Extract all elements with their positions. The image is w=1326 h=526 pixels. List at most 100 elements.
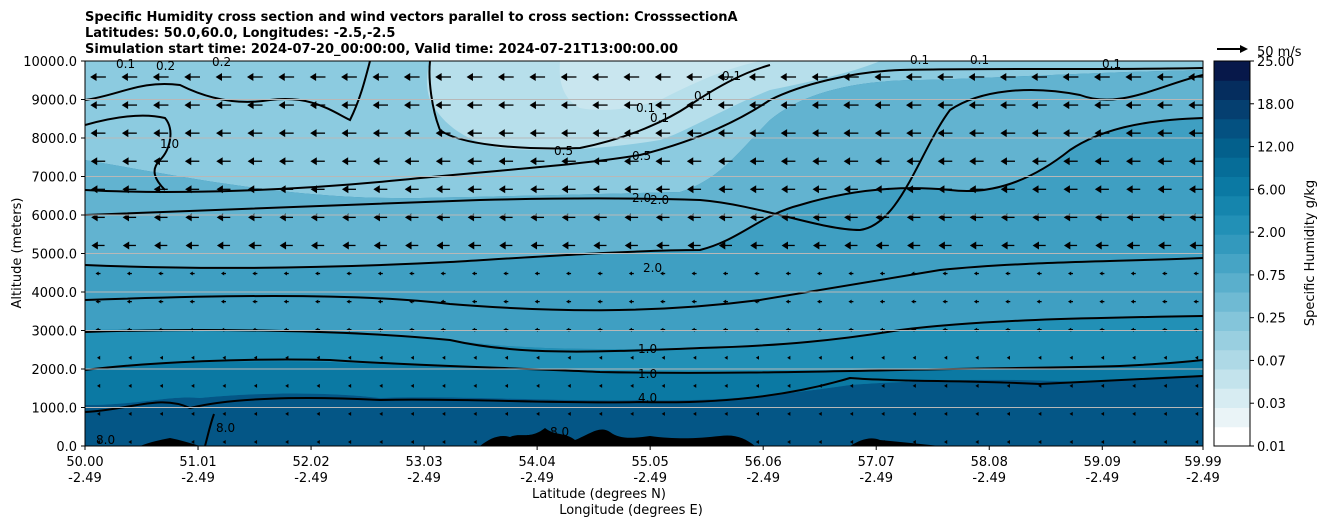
wind-vector-283 <box>1068 271 1074 276</box>
x-tick-label-lat-5: 55.05 <box>632 455 669 470</box>
wind-vector-37 <box>121 101 138 110</box>
wind-vector-416 <box>724 383 728 388</box>
colorbar-level-9 <box>1214 253 1250 274</box>
wind-vector-244 <box>969 241 983 250</box>
wind-vector-94 <box>780 129 796 138</box>
wind-vector-408 <box>473 383 477 388</box>
wind-vector-107 <box>1188 129 1203 138</box>
wind-vector-383 <box>818 355 822 360</box>
wind-vector-415 <box>693 383 697 388</box>
wind-vector-393 <box>1132 355 1136 360</box>
wind-vector-293 <box>252 299 258 304</box>
wind-vector-125 <box>624 157 639 166</box>
x-tick-label-lat-0: 50.00 <box>66 455 103 470</box>
wind-vector-164 <box>718 185 733 194</box>
wind-vector-115 <box>310 157 325 166</box>
wind-vector-114 <box>279 157 294 166</box>
wind-vector-430 <box>1163 383 1167 388</box>
wind-vector-305 <box>628 299 634 304</box>
contour-1-0-left <box>85 114 172 191</box>
wind-vector-77 <box>247 129 263 138</box>
wind-vector-476 <box>347 440 352 444</box>
wind-vector-249 <box>1126 241 1140 250</box>
wind-vector-413 <box>630 383 634 388</box>
y-tick-label-2: 2000.0 <box>32 363 78 378</box>
x-tick-label-lon-8: -2.49 <box>972 471 1006 486</box>
wind-vector-46 <box>404 101 420 110</box>
wind-vector-227 <box>436 241 450 250</box>
wind-vector-386 <box>912 355 916 360</box>
wind-vector-394 <box>1163 355 1167 360</box>
wind-vector-365 <box>253 355 258 360</box>
colorbar-tick-label-5: 2.00 <box>1257 226 1286 241</box>
wind-vector-228 <box>467 241 482 250</box>
wind-vector-410 <box>536 383 540 388</box>
wind-vector-462 <box>1038 411 1042 416</box>
wind-vector-226 <box>405 241 419 250</box>
wind-vector-4 <box>215 73 232 81</box>
colorbar-level-7 <box>1214 292 1250 312</box>
colorbar-level-19 <box>1214 61 1250 81</box>
wind-vector-175 <box>1063 185 1078 194</box>
wind-vector-381 <box>755 355 759 360</box>
wind-vector-148 <box>216 185 231 194</box>
wind-vector-49 <box>498 101 514 110</box>
wind-vector-269 <box>628 271 634 276</box>
wind-vector-216 <box>91 241 105 250</box>
wind-vector-323 <box>1193 299 1199 304</box>
wind-vector-274 <box>785 271 791 276</box>
wind-vector-459 <box>944 411 948 416</box>
contour-label-14: 1.0 <box>638 342 657 356</box>
wind-vector-19 <box>686 73 702 81</box>
wind-vector-160 <box>592 185 607 194</box>
wind-vector-91 <box>686 129 702 138</box>
wind-vector-89 <box>623 129 639 138</box>
wind-vector-145 <box>122 185 137 194</box>
wind-vector-280 <box>973 271 979 276</box>
wind-vector-500 <box>1100 440 1105 444</box>
wind-vector-322 <box>1162 299 1168 304</box>
wind-vector-474 <box>285 440 289 444</box>
colorbar-level-8 <box>1214 272 1250 293</box>
x-axis-label-latitude: Latitude (degrees N) <box>532 487 666 502</box>
wind-vector-384 <box>849 355 854 360</box>
wind-vector-73 <box>121 129 137 138</box>
wind-vector-314 <box>911 299 917 304</box>
wind-vector-98 <box>906 129 922 138</box>
y-axis-label: Altitude (meters) <box>10 198 25 309</box>
wind-vector-426 <box>1038 383 1042 388</box>
wind-vector-179 <box>1188 185 1203 194</box>
wind-vector-127 <box>686 157 702 166</box>
quiver-key-label: 50 m/s <box>1257 45 1302 60</box>
wind-vector-403 <box>316 383 320 388</box>
wind-vector-382 <box>787 355 791 360</box>
x-tick-label-lon-1: -2.49 <box>181 471 215 486</box>
wind-vector-241 <box>875 241 889 250</box>
wind-vectors <box>90 73 1203 444</box>
wind-vector-78 <box>278 129 294 138</box>
contour-label-18: 4.0 <box>638 391 657 405</box>
wind-vector-133 <box>875 157 890 166</box>
wind-vector-303 <box>566 299 572 304</box>
wind-vector-399 <box>191 383 195 388</box>
wind-vector-262 <box>409 271 415 276</box>
wind-vector-368 <box>347 355 352 360</box>
wind-vector-9 <box>372 73 389 81</box>
colorbar-level-10 <box>1214 234 1250 254</box>
wind-vector-35 <box>1188 73 1203 81</box>
wind-vector-152 <box>341 185 356 194</box>
wind-vector-374 <box>536 355 540 360</box>
y-tick-label-4: 4000.0 <box>32 286 78 301</box>
wind-vector-247 <box>1063 241 1078 250</box>
wind-vector-457 <box>881 411 885 416</box>
chart-title-line-2: Latitudes: 50.0,60.0, Longitudes: -2.5,-… <box>85 26 395 41</box>
wind-vector-106 <box>1157 129 1173 138</box>
wind-vector-421 <box>881 383 885 388</box>
wind-vector-165 <box>749 185 764 194</box>
wind-vector-458 <box>912 411 916 416</box>
contour-label-11: 0.5 <box>632 149 651 163</box>
colorbar-level-6 <box>1214 311 1250 331</box>
wind-vector-261 <box>377 271 383 276</box>
wind-vector-377 <box>630 355 634 360</box>
wind-vector-435 <box>191 411 195 416</box>
